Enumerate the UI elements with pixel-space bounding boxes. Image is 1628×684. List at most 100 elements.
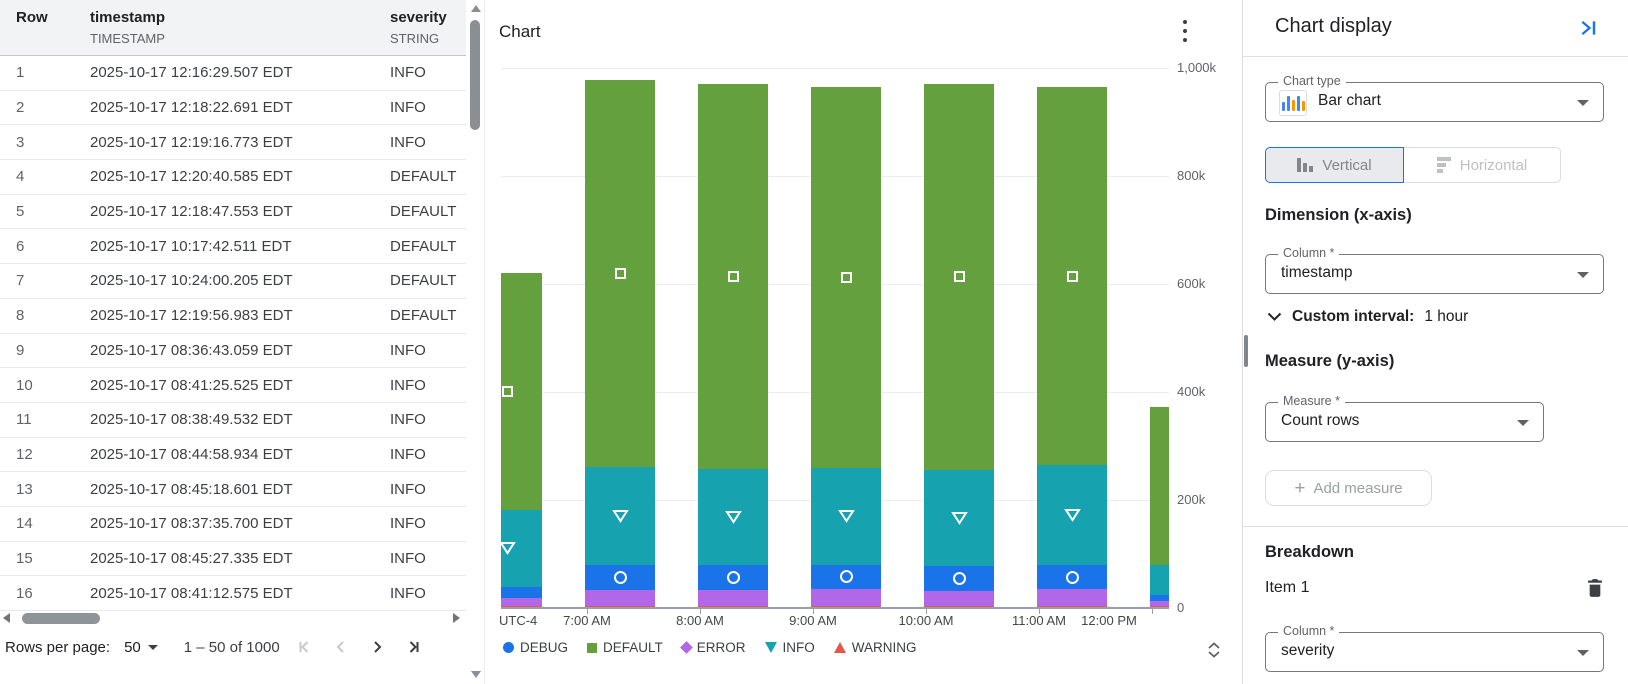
square-marker-icon xyxy=(614,267,626,279)
bar-segment-debug xyxy=(501,586,542,598)
chart-type-select[interactable]: Chart type Bar chart xyxy=(1265,74,1604,122)
panel-scrollbar-thumb[interactable] xyxy=(1244,335,1248,367)
table-row[interactable]: 14 2025-10-17 08:37:35.700 EDT INFO xyxy=(0,507,466,542)
legend-item[interactable]: DEFAULT xyxy=(587,640,663,655)
table-row[interactable]: 2 2025-10-17 12:18:22.691 EDT INFO xyxy=(0,91,466,126)
scroll-up-arrow-icon[interactable] xyxy=(470,5,481,12)
circle-marker-icon xyxy=(839,570,853,584)
triangle-down-marker-icon xyxy=(724,510,742,524)
table-row[interactable]: 16 2025-10-17 08:41:12.575 EDT INFO xyxy=(0,576,466,611)
table-row[interactable]: 11 2025-10-17 08:38:49.532 EDT INFO xyxy=(0,403,466,438)
circle-marker-icon xyxy=(726,570,740,584)
dimension-column-select[interactable]: Column * timestamp xyxy=(1265,246,1604,294)
first-page-icon xyxy=(299,641,308,653)
bar-segment-info xyxy=(1150,564,1169,596)
rows-per-page-label: Rows per page: xyxy=(5,638,111,656)
x-axis-tick-label: 10:00 AM xyxy=(898,613,954,628)
vertical-bars-icon xyxy=(1297,158,1314,172)
legend-label: DEBUG xyxy=(520,640,569,655)
expand-collapse-chart-button[interactable] xyxy=(1206,641,1222,659)
timestamp-cell: 2025-10-17 12:18:47.553 EDT xyxy=(90,203,293,221)
row-number: 2 xyxy=(16,99,25,117)
triangle-down-marker-icon xyxy=(1063,509,1081,523)
circle-marker-icon xyxy=(613,570,627,584)
timestamp-cell: 2025-10-17 08:45:18.601 EDT xyxy=(90,480,293,498)
bar-segment-warning xyxy=(698,605,768,608)
custom-interval-expander[interactable]: Custom interval: 1 hour xyxy=(1267,308,1468,326)
chart-bar[interactable] xyxy=(924,84,994,608)
legend-item[interactable]: INFO xyxy=(764,640,815,655)
rows-per-page-select[interactable]: 50 xyxy=(124,639,158,656)
horizontal-label: Horizontal xyxy=(1459,156,1528,174)
triangle-down-marker-icon xyxy=(611,509,629,523)
table-row[interactable]: 15 2025-10-17 08:45:27.335 EDT INFO xyxy=(0,542,466,577)
column-header-severity[interactable]: severity STRING xyxy=(390,7,466,55)
table-row[interactable]: 1 2025-10-17 12:16:29.507 EDT INFO xyxy=(0,56,466,91)
chart-bar[interactable] xyxy=(698,84,768,608)
delete-breakdown-button[interactable] xyxy=(1586,578,1604,598)
next-page-button[interactable] xyxy=(366,636,388,658)
table-row[interactable]: 6 2025-10-17 10:17:42.511 EDT DEFAULT xyxy=(0,229,466,265)
results-vertical-scrollbar[interactable] xyxy=(466,0,484,684)
x-axis-tick xyxy=(587,608,588,614)
kebab-dot xyxy=(1182,28,1188,34)
bar-segment-warning xyxy=(585,605,655,608)
chart-type-value: Bar chart xyxy=(1318,92,1381,109)
last-page-button[interactable] xyxy=(402,636,424,658)
chart-bar[interactable] xyxy=(1037,87,1107,608)
bar-segment-error xyxy=(1150,600,1169,606)
legend-item[interactable]: WARNING xyxy=(833,640,917,655)
legend-item[interactable]: DEBUG xyxy=(503,640,568,655)
add-measure-button[interactable]: + Add measure xyxy=(1265,470,1432,506)
chart-bar[interactable] xyxy=(501,273,542,608)
table-row[interactable]: 13 2025-10-17 08:45:18.601 EDT INFO xyxy=(0,472,466,507)
timestamp-cell: 2025-10-17 10:24:00.205 EDT xyxy=(90,272,293,290)
scroll-left-arrow-icon[interactable] xyxy=(3,613,10,623)
horizontal-toggle-button[interactable]: Horizontal xyxy=(1404,147,1561,183)
table-row[interactable]: 4 2025-10-17 12:20:40.585 EDT DEFAULT xyxy=(0,160,466,195)
bar-segment-warning xyxy=(1037,605,1107,608)
y-axis-tick-label: 400k xyxy=(1177,384,1206,399)
table-row[interactable]: 5 2025-10-17 12:18:47.553 EDT DEFAULT xyxy=(0,195,466,230)
circle-marker-icon xyxy=(952,571,966,585)
horizontal-scrollbar-thumb[interactable] xyxy=(22,613,100,624)
table-row[interactable]: 8 2025-10-17 12:19:56.983 EDT DEFAULT xyxy=(0,299,466,334)
collapse-panel-button[interactable] xyxy=(1579,18,1599,38)
table-horizontal-scrollbar[interactable] xyxy=(0,610,466,626)
breakdown-heading: Breakdown xyxy=(1265,543,1354,561)
measure-select[interactable]: Measure * Count rows xyxy=(1265,394,1544,442)
vertical-scrollbar-thumb[interactable] xyxy=(470,20,480,130)
table-row[interactable]: 10 2025-10-17 08:41:25.525 EDT INFO xyxy=(0,368,466,403)
horizontal-bars-icon xyxy=(1436,157,1451,173)
legend-label: DEFAULT xyxy=(603,640,663,655)
table-row[interactable]: 7 2025-10-17 10:24:00.205 EDT DEFAULT xyxy=(0,264,466,299)
column-header-timestamp[interactable]: timestamp TIMESTAMP xyxy=(90,7,390,55)
chart-options-menu-button[interactable] xyxy=(1177,13,1193,49)
legend-item[interactable]: ERROR xyxy=(679,640,746,655)
row-number: 12 xyxy=(16,445,33,463)
first-page-button[interactable] xyxy=(294,636,316,658)
legend-square-icon xyxy=(587,642,598,653)
breakdown-column-select[interactable]: Column * severity xyxy=(1265,624,1604,672)
square-marker-icon xyxy=(953,271,965,283)
table-row[interactable]: 9 2025-10-17 08:36:43.059 EDT INFO xyxy=(0,334,466,369)
severity-cell: DEFAULT xyxy=(390,272,457,290)
column-header-row[interactable]: Row xyxy=(16,7,90,55)
previous-page-button[interactable] xyxy=(330,636,352,658)
chart-bar[interactable] xyxy=(1150,407,1169,608)
scroll-down-arrow-icon[interactable] xyxy=(470,671,481,678)
bar-segment-debug xyxy=(1037,565,1107,590)
pagination-buttons xyxy=(294,636,424,658)
row-number: 9 xyxy=(16,341,25,359)
chart-bar[interactable] xyxy=(585,79,655,608)
scroll-right-arrow-icon[interactable] xyxy=(453,613,460,623)
table-row[interactable]: 3 2025-10-17 12:19:16.773 EDT INFO xyxy=(0,125,466,161)
vertical-toggle-button[interactable]: Vertical xyxy=(1265,147,1404,183)
chart-bar[interactable] xyxy=(811,86,881,608)
table-row[interactable]: 12 2025-10-17 08:44:58.934 EDT INFO xyxy=(0,438,466,473)
legend-label: INFO xyxy=(782,640,815,655)
bar-segment-info xyxy=(811,467,881,565)
chevron-down-icon xyxy=(1577,272,1589,278)
y-axis-tick-label: 200k xyxy=(1177,492,1206,507)
